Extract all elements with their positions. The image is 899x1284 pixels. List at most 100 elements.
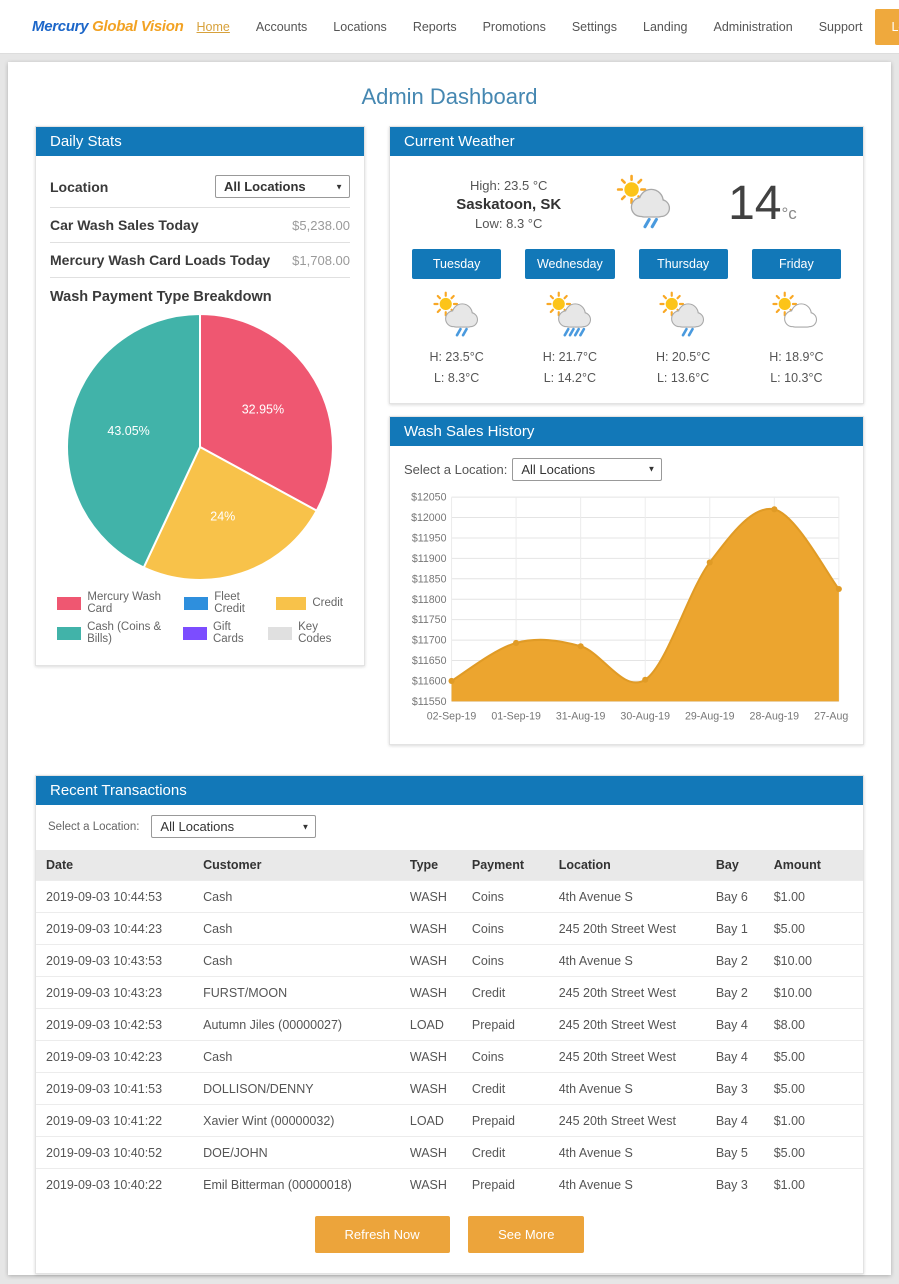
nav-item-promotions[interactable]: Promotions — [482, 19, 546, 34]
svg-text:43.05%: 43.05% — [107, 424, 149, 438]
table-cell: Prepaid — [461, 1168, 549, 1201]
table-cell: $10.00 — [763, 976, 863, 1009]
svg-text:$11700: $11700 — [412, 634, 447, 646]
sun-cloud-light-rain-icon — [639, 291, 728, 343]
refresh-now-button[interactable]: Refresh Now — [314, 1216, 450, 1254]
table-cell: Coins — [461, 880, 549, 913]
current-temperature: 14°c — [728, 177, 797, 231]
forecast-low: L: 10.3°C — [770, 370, 823, 385]
page-title: Admin Dashboard — [361, 84, 538, 109]
forecast-day-button-thursday[interactable]: Thursday — [638, 248, 728, 279]
table-row: 2019-09-03 10:40:52 DOE/JOHN WASH Credit 4th… — [36, 1136, 863, 1169]
table-row: 2019-09-03 10:41:53 DOLLISON/DENNY WASH Cre… — [36, 1072, 863, 1105]
table-row: 2019-09-03 10:40:22 Emil Bitterman (00000… — [36, 1168, 863, 1201]
legend-label: Key Codes — [298, 621, 332, 645]
table-cell: 2019-09-03 10:43:53 — [36, 944, 194, 977]
recent-transactions-panel: Recent Transactions Select a Location: A… — [35, 775, 864, 1275]
table-cell: 4th Avenue S — [548, 1168, 706, 1201]
nav-item-home[interactable]: Home — [196, 19, 230, 34]
table-cell: $8.00 — [763, 1008, 863, 1041]
svg-text:02-Sep-19: 02-Sep-19 — [427, 710, 477, 722]
table-cell: Bay 1 — [705, 912, 764, 945]
daily-location-select[interactable]: All Locations — [215, 175, 350, 198]
nav-item-administration[interactable]: Administration — [713, 19, 793, 34]
table-cell: Credit — [461, 976, 549, 1009]
table-row: 2019-09-03 10:42:53 Autumn Jiles (0000002… — [36, 1008, 863, 1041]
table-cell: 2019-09-03 10:42:23 — [36, 1040, 194, 1073]
table-cell: WASH — [399, 912, 462, 945]
table-cell: Cash — [193, 912, 400, 945]
forecast-grid: Tuesday H: 23.5°C L: 8.3°C Wednesday H: 21… — [400, 248, 853, 385]
table-cell: 2019-09-03 10:44:23 — [36, 912, 194, 945]
see-more-button[interactable]: See More — [468, 1216, 585, 1254]
table-cell: Bay 5 — [705, 1136, 764, 1169]
forecast-day-button-wednesday[interactable]: Wednesday — [525, 248, 615, 279]
table-cell: Coins — [461, 1040, 549, 1073]
daily-stats-panel: Daily Stats Location All Locations ▼ Car… — [35, 126, 365, 666]
table-cell: $1.00 — [763, 880, 863, 913]
svg-text:$11850: $11850 — [412, 573, 447, 585]
svg-text:$11950: $11950 — [412, 532, 447, 544]
table-cell: 2019-09-03 10:42:53 — [36, 1008, 194, 1041]
table-cell: 2019-09-03 10:43:23 — [36, 976, 194, 1009]
table-cell: Coins — [461, 912, 549, 945]
nav-item-accounts[interactable]: Accounts — [255, 19, 308, 34]
nav-list-item: Landing — [643, 18, 688, 36]
table-cell: WASH — [399, 1136, 462, 1169]
nav-list-item: Home — [197, 18, 230, 36]
nav-item-locations[interactable]: Locations — [333, 19, 387, 34]
stat-label: Mercury Wash Card Loads Today — [50, 252, 271, 268]
table-cell: 2019-09-03 10:40:22 — [36, 1168, 194, 1201]
table-row: 2019-09-03 10:43:53 Cash WASH Coins 4th Aven… — [36, 944, 863, 977]
table-cell: WASH — [399, 976, 462, 1009]
forecast-day-button-friday[interactable]: Friday — [751, 248, 841, 279]
transactions-select-label: Select a Location: — [48, 820, 140, 833]
table-cell: Cash — [193, 944, 400, 977]
transactions-location-select[interactable]: All Locations — [151, 815, 317, 839]
table-cell: Cash — [193, 880, 400, 913]
sun-cloud-rain-icon — [614, 174, 676, 235]
payment-type-pie-chart: 32.95% 24% 43.05% — [65, 312, 334, 581]
forecast-column-tuesday: Tuesday H: 23.5°C L: 8.3°C — [412, 248, 502, 385]
table-cell: Autumn Jiles (00000027) — [193, 1008, 400, 1041]
column-header-date: Date — [36, 850, 194, 881]
table-cell: WASH — [399, 1168, 462, 1201]
nav-item-reports[interactable]: Reports — [412, 19, 457, 34]
wash-sales-history-panel: Wash Sales History Select a Location: Al… — [389, 415, 864, 746]
legend-label: Gift Cards — [212, 621, 244, 645]
nav-list-item: Settings — [572, 18, 617, 36]
nav-list-item: Locations — [333, 18, 387, 36]
table-cell: Bay 6 — [705, 880, 764, 913]
forecast-high: H: 21.7°C — [542, 349, 598, 364]
legend-label: Fleet Credit — [214, 591, 245, 615]
nav-item-landing[interactable]: Landing — [643, 19, 688, 34]
table-row: 2019-09-03 10:41:22 Xavier Wint (00000032… — [36, 1104, 863, 1137]
nav-list-item: Promotions — [483, 18, 546, 36]
svg-text:32.95%: 32.95% — [242, 403, 284, 417]
logout-button[interactable]: Logout — [875, 8, 899, 45]
svg-text:01-Sep-19: 01-Sep-19 — [491, 710, 541, 722]
table-cell: WASH — [399, 944, 462, 977]
legend-item: Cash (Coins & Bills) — [57, 621, 169, 645]
nav-item-support[interactable]: Support — [818, 19, 863, 34]
wash-sales-location-select[interactable]: All Locations — [512, 457, 663, 481]
table-header-row: Date Customer Type Payment Location Bay Amount — [36, 850, 863, 881]
forecast-day-button-tuesday[interactable]: Tuesday — [412, 248, 502, 279]
forecast-high: H: 23.5°C — [429, 349, 484, 364]
location-row: Location All Locations ▼ — [50, 166, 350, 208]
forecast-column-wednesday: Wednesday H: 21.7°C L: 14.2°C — [525, 248, 615, 385]
table-cell: 245 20th Street West — [548, 1040, 706, 1073]
table-cell: $5.00 — [763, 1040, 863, 1073]
table-cell: Bay 2 — [705, 976, 764, 1009]
svg-text:$11900: $11900 — [412, 553, 447, 565]
weather-high: High: 23.5 °C — [469, 177, 548, 193]
logo-part-mercury: Mercury — [32, 18, 89, 35]
table-cell: Prepaid — [461, 1008, 549, 1041]
weather-city: Saskatoon, SK — [456, 195, 562, 213]
table-row: 2019-09-03 10:42:23 Cash WASH Coins 245 20th… — [36, 1040, 863, 1073]
table-cell: Emil Bitterman (00000018) — [193, 1168, 400, 1201]
nav-item-settings[interactable]: Settings — [571, 19, 617, 34]
table-cell: Credit — [461, 1072, 549, 1105]
forecast-column-friday: Friday H: 18.9°C L: 10.3°C — [751, 248, 841, 385]
table-cell: Credit — [461, 1136, 549, 1169]
